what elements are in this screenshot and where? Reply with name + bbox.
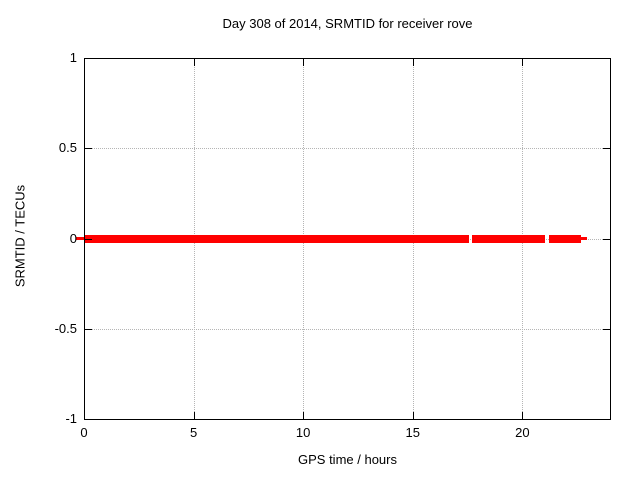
data-series-segment — [76, 237, 84, 240]
y-tick-right — [603, 148, 610, 150]
y-tick-left — [85, 238, 92, 240]
x-tick-bottom — [303, 412, 305, 419]
x-tick-bottom — [193, 412, 195, 419]
y-tick-label: 0 — [69, 230, 77, 246]
y-tick-left — [85, 328, 92, 330]
x-tick-bottom — [522, 412, 524, 419]
chart-title: Day 308 of 2014, SRMTID for receiver rov… — [222, 16, 473, 31]
data-series-segment — [471, 234, 545, 243]
y-tick-right — [603, 328, 610, 330]
horizontal-gridline — [85, 148, 609, 150]
x-tick-label: 5 — [189, 425, 198, 440]
y-tick-label: -1 — [65, 411, 77, 426]
y-tick-label: -0.5 — [54, 320, 77, 336]
y-tick-label: 0.5 — [58, 140, 77, 156]
data-series-segment — [85, 234, 469, 243]
y-tick-left — [85, 419, 92, 420]
y-tick-right — [603, 238, 610, 240]
x-tick-label: 20 — [515, 425, 530, 440]
data-series-segment — [581, 237, 587, 240]
y-tick-right — [603, 58, 610, 59]
x-tick-top — [84, 59, 85, 66]
plot-border — [84, 58, 611, 420]
x-axis-label: GPS time / hours — [298, 452, 397, 467]
x-tick-bottom — [412, 412, 414, 419]
y-tick-left — [85, 58, 92, 59]
y-axis-label: SRMTID / TECUs — [12, 184, 28, 288]
y-tick-label: 1 — [69, 50, 77, 65]
x-tick-label: 10 — [295, 425, 311, 440]
x-tick-top — [193, 59, 195, 66]
x-tick-top — [522, 59, 524, 66]
y-tick-right — [603, 419, 610, 420]
x-tick-label: 15 — [405, 425, 420, 440]
x-tick-top — [303, 59, 305, 66]
horizontal-gridline — [85, 328, 609, 330]
y-tick-left — [85, 148, 92, 150]
x-tick-top — [412, 59, 414, 66]
data-series-segment — [549, 234, 582, 243]
x-tick-bottom — [84, 412, 85, 419]
x-tick-label: 0 — [80, 425, 88, 440]
